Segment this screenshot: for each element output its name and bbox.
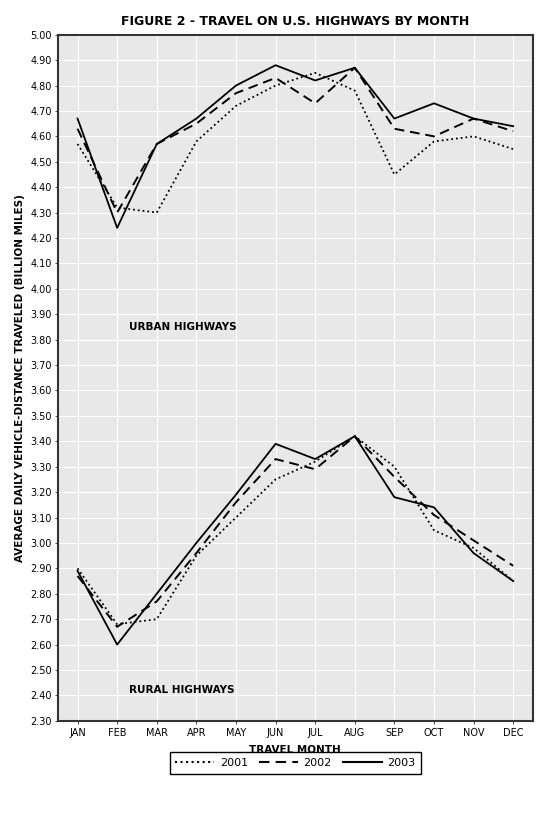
Text: RURAL HIGHWAYS: RURAL HIGHWAYS — [129, 686, 235, 696]
Text: URBAN HIGHWAYS: URBAN HIGHWAYS — [129, 322, 237, 332]
Title: FIGURE 2 - TRAVEL ON U.S. HIGHWAYS BY MONTH: FIGURE 2 - TRAVEL ON U.S. HIGHWAYS BY MO… — [121, 15, 470, 28]
X-axis label: TRAVEL MONTH: TRAVEL MONTH — [249, 745, 341, 755]
Legend: 2001, 2002, 2003: 2001, 2002, 2003 — [170, 752, 421, 773]
Y-axis label: AVERAGE DAILY VEHICLE-DISTANCE TRAVELED (BILLION MILES): AVERAGE DAILY VEHICLE-DISTANCE TRAVELED … — [15, 194, 25, 562]
